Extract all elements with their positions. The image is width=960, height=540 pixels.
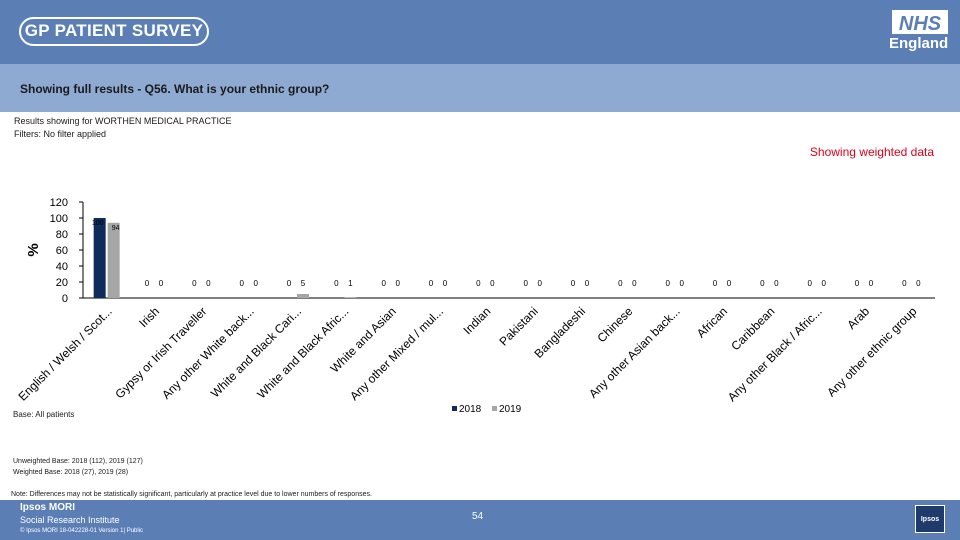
unweighted-base: Unweighted Base: 2018 (112), 2019 (127) bbox=[13, 458, 143, 465]
page-number: 54 bbox=[472, 511, 484, 522]
nhs-region: England bbox=[889, 35, 949, 52]
data-label: 0 bbox=[429, 279, 434, 288]
y-axis-label: % bbox=[25, 243, 42, 256]
ipsos-mori-subtitle: Social Research Institute bbox=[20, 515, 120, 525]
category-label: Any other ethnic group bbox=[824, 304, 920, 400]
header-bar bbox=[0, 0, 960, 64]
data-label: 94 bbox=[112, 225, 120, 232]
data-label: 0 bbox=[192, 279, 197, 288]
data-label: 0 bbox=[821, 279, 826, 288]
category-label: White and Black Afric... bbox=[254, 304, 351, 401]
data-label: 1 bbox=[348, 279, 353, 288]
y-tick-label: 60 bbox=[56, 245, 68, 257]
legend-label-2018: 2018 bbox=[459, 404, 482, 415]
y-tick-label: 0 bbox=[62, 293, 68, 305]
data-label: 0 bbox=[807, 279, 812, 288]
legend-label-2019: 2019 bbox=[499, 404, 522, 415]
title-bar bbox=[0, 64, 960, 112]
data-label: 5 bbox=[301, 279, 306, 288]
data-label: 0 bbox=[206, 279, 211, 288]
category-label: Indian bbox=[460, 304, 493, 337]
note: Note: Differences may not be statistical… bbox=[11, 491, 372, 498]
data-label: 0 bbox=[523, 279, 528, 288]
data-label: 0 bbox=[476, 279, 481, 288]
data-label: 0 bbox=[381, 279, 386, 288]
nhs-logo: NHS bbox=[892, 10, 948, 34]
category-label: English / Welsh / Scot... bbox=[15, 304, 114, 403]
data-label: 0 bbox=[287, 279, 292, 288]
data-label: 0 bbox=[713, 279, 718, 288]
y-tick-label: 100 bbox=[50, 213, 68, 225]
category-label: Caribbean bbox=[728, 304, 777, 353]
data-label: 0 bbox=[395, 279, 400, 288]
category-label: Bangladeshi bbox=[532, 304, 589, 361]
base-label: Base: All patients bbox=[13, 410, 75, 419]
data-label: 0 bbox=[727, 279, 732, 288]
page-title: Showing full results - Q56. What is your… bbox=[20, 82, 330, 96]
data-label: 0 bbox=[618, 279, 623, 288]
data-label: 100 bbox=[92, 220, 104, 227]
data-label: 0 bbox=[239, 279, 244, 288]
results-for: Results showing for WORTHEN MEDICAL PRAC… bbox=[14, 116, 232, 126]
category-label: Chinese bbox=[594, 304, 635, 345]
data-label: 0 bbox=[916, 279, 921, 288]
category-label: African bbox=[694, 304, 730, 340]
category-label: Irish bbox=[136, 304, 162, 330]
data-label: 0 bbox=[855, 279, 860, 288]
data-label: 0 bbox=[443, 279, 448, 288]
bar-2018-0 bbox=[93, 218, 106, 298]
category-label: White and Black Cari... bbox=[208, 304, 304, 400]
data-label: 0 bbox=[490, 279, 495, 288]
data-label: 0 bbox=[679, 279, 684, 288]
legend-swatch-2019 bbox=[492, 406, 497, 411]
category-label: Any other Asian back... bbox=[586, 304, 683, 401]
category-label: Arab bbox=[844, 304, 872, 332]
ipsos-mori-logo: Ipsos MORI bbox=[20, 502, 76, 513]
bar-2019-4 bbox=[297, 294, 309, 298]
weighted-base: Weighted Base: 2018 (27), 2019 (28) bbox=[13, 469, 129, 476]
y-tick-label: 40 bbox=[56, 261, 68, 273]
data-label: 0 bbox=[869, 279, 874, 288]
bar-2019-5 bbox=[344, 297, 357, 298]
category-label: Pakistani bbox=[496, 304, 540, 348]
y-tick-label: 120 bbox=[50, 197, 68, 209]
category-label: Any other White back... bbox=[159, 304, 257, 402]
category-label: Gypsy or Irish Traveller bbox=[112, 304, 209, 401]
nhs-logo-text: NHS bbox=[899, 13, 942, 34]
category-label: Any other Black / Afric... bbox=[725, 304, 825, 404]
legend-swatch-2018 bbox=[452, 406, 457, 411]
data-label: 0 bbox=[145, 279, 150, 288]
bar-2019-0 bbox=[107, 222, 120, 298]
footer-bar bbox=[0, 500, 960, 540]
ipsos-logo: Ipsos bbox=[915, 505, 945, 533]
filters: Filters: No filter applied bbox=[14, 129, 107, 139]
data-label: 0 bbox=[632, 279, 637, 288]
data-label: 0 bbox=[334, 279, 339, 288]
data-label: 0 bbox=[665, 279, 670, 288]
data-label: 0 bbox=[253, 279, 258, 288]
gp-patient-survey-logo: GP PATIENT SURVEY bbox=[19, 17, 209, 46]
data-label: 0 bbox=[774, 279, 779, 288]
data-label: 0 bbox=[571, 279, 576, 288]
data-label: 0 bbox=[537, 279, 542, 288]
data-label: 0 bbox=[159, 279, 164, 288]
weighted-data-label: Showing weighted data bbox=[809, 145, 934, 159]
y-tick-label: 80 bbox=[56, 229, 68, 241]
data-label: 0 bbox=[902, 279, 907, 288]
data-label: 0 bbox=[585, 279, 590, 288]
copyright: © Ipsos MORI 18-042228-01 Version 1| Pub… bbox=[20, 528, 144, 534]
y-tick-label: 20 bbox=[56, 277, 68, 289]
category-label: Any other Mixed / mul... bbox=[347, 304, 446, 403]
data-label: 0 bbox=[760, 279, 765, 288]
